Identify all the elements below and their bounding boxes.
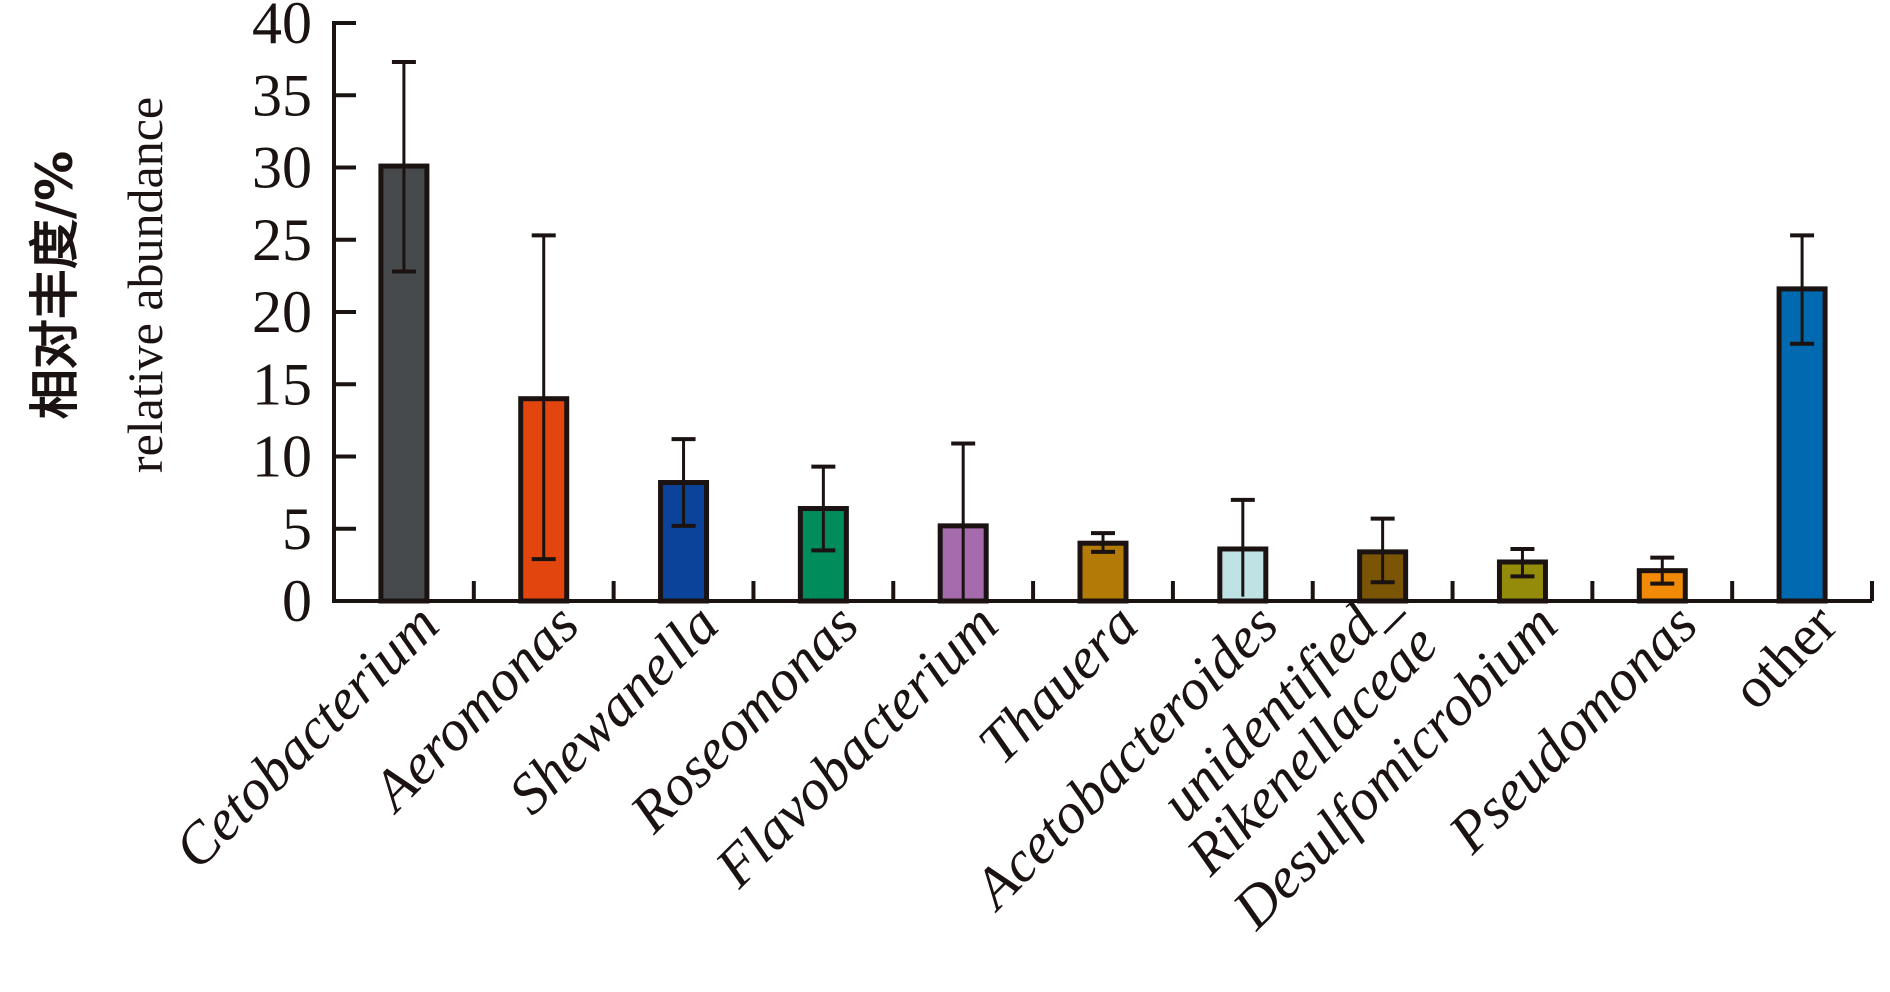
x-axis-labels: CetobacteriumAeromonasShewanellaRoseomon… <box>161 571 1849 942</box>
y-axis-title-chinese: 相对丰度/% <box>26 151 84 419</box>
y-tick-label: 30 <box>252 135 312 201</box>
y-tick-label: 20 <box>252 279 312 345</box>
y-axis-title-english: relative abundance <box>117 97 173 473</box>
axes <box>332 21 1874 603</box>
y-tick-label: 10 <box>252 424 312 490</box>
y-axis-title: 相对丰度/% relative abundance <box>26 97 173 473</box>
y-tick-label: 35 <box>252 62 312 128</box>
y-tick-label: 5 <box>282 496 312 562</box>
y-tick-label: 15 <box>252 351 312 417</box>
y-tick-label: 0 <box>282 568 312 634</box>
x-category-label: other <box>1719 591 1849 721</box>
error-bars <box>391 60 1815 601</box>
y-tick-label: 40 <box>252 0 312 56</box>
y-tick-label: 25 <box>252 207 312 273</box>
